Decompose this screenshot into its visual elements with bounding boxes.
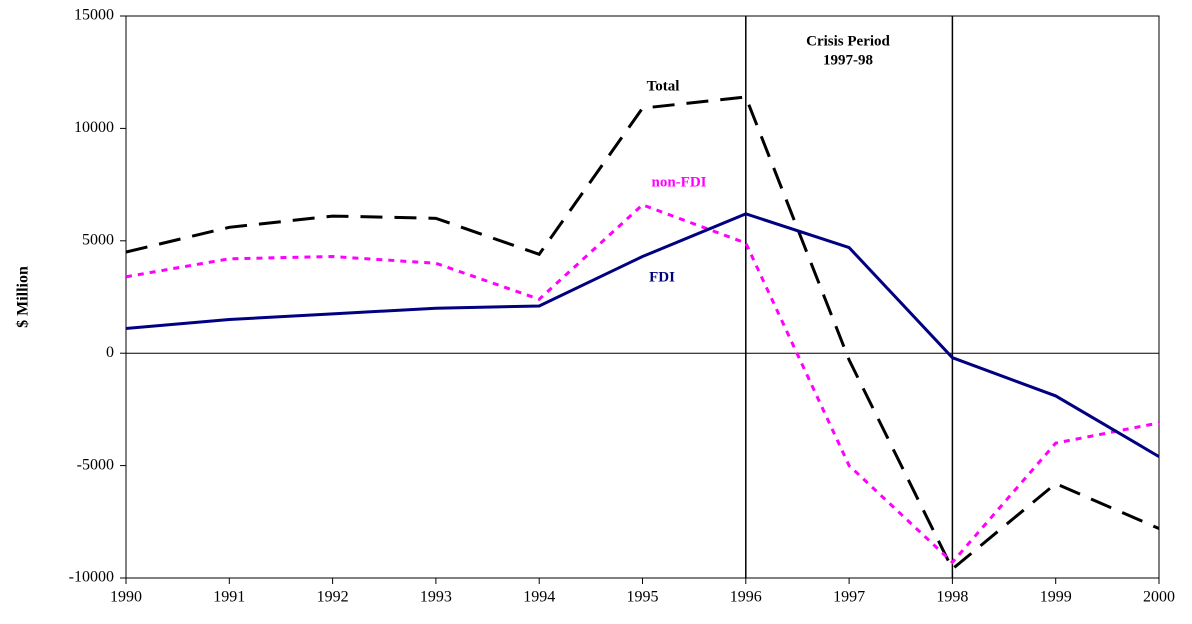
x-tick-label: 1997 bbox=[833, 589, 865, 606]
y-tick-label: 5000 bbox=[82, 231, 114, 248]
x-tick-label: 1990 bbox=[110, 589, 142, 606]
x-tick-label: 1995 bbox=[627, 589, 659, 606]
plot-frame bbox=[125, 15, 1160, 579]
x-tick-label: 1993 bbox=[420, 589, 452, 606]
y-axis-label: $ Million bbox=[15, 266, 32, 328]
x-tick-label: 1991 bbox=[213, 589, 245, 606]
y-tick-label: -10000 bbox=[69, 569, 114, 586]
x-tick-label: 1994 bbox=[523, 589, 555, 606]
x-tick-label: 1996 bbox=[730, 589, 762, 606]
y-tick-label: 10000 bbox=[74, 119, 114, 136]
y-tick-label: 15000 bbox=[74, 7, 114, 24]
y-tick-label: -5000 bbox=[77, 456, 114, 473]
x-tick-label: 1998 bbox=[936, 589, 968, 606]
series-line bbox=[125, 203, 1160, 565]
x-tick-label: 2000 bbox=[1143, 589, 1175, 606]
series-label: FDI bbox=[649, 269, 675, 285]
series-line bbox=[125, 212, 1160, 458]
series-label: non-FDI bbox=[651, 174, 706, 190]
x-tick-label: 1999 bbox=[1040, 589, 1072, 606]
x-tick-label: 1992 bbox=[317, 589, 349, 606]
y-tick-label: 0 bbox=[106, 344, 114, 361]
series-line bbox=[125, 95, 1160, 572]
series-label: Total bbox=[647, 78, 680, 94]
crisis-years-label: 1997-98 bbox=[823, 52, 873, 68]
crisis-label: Crisis Period bbox=[806, 33, 890, 49]
